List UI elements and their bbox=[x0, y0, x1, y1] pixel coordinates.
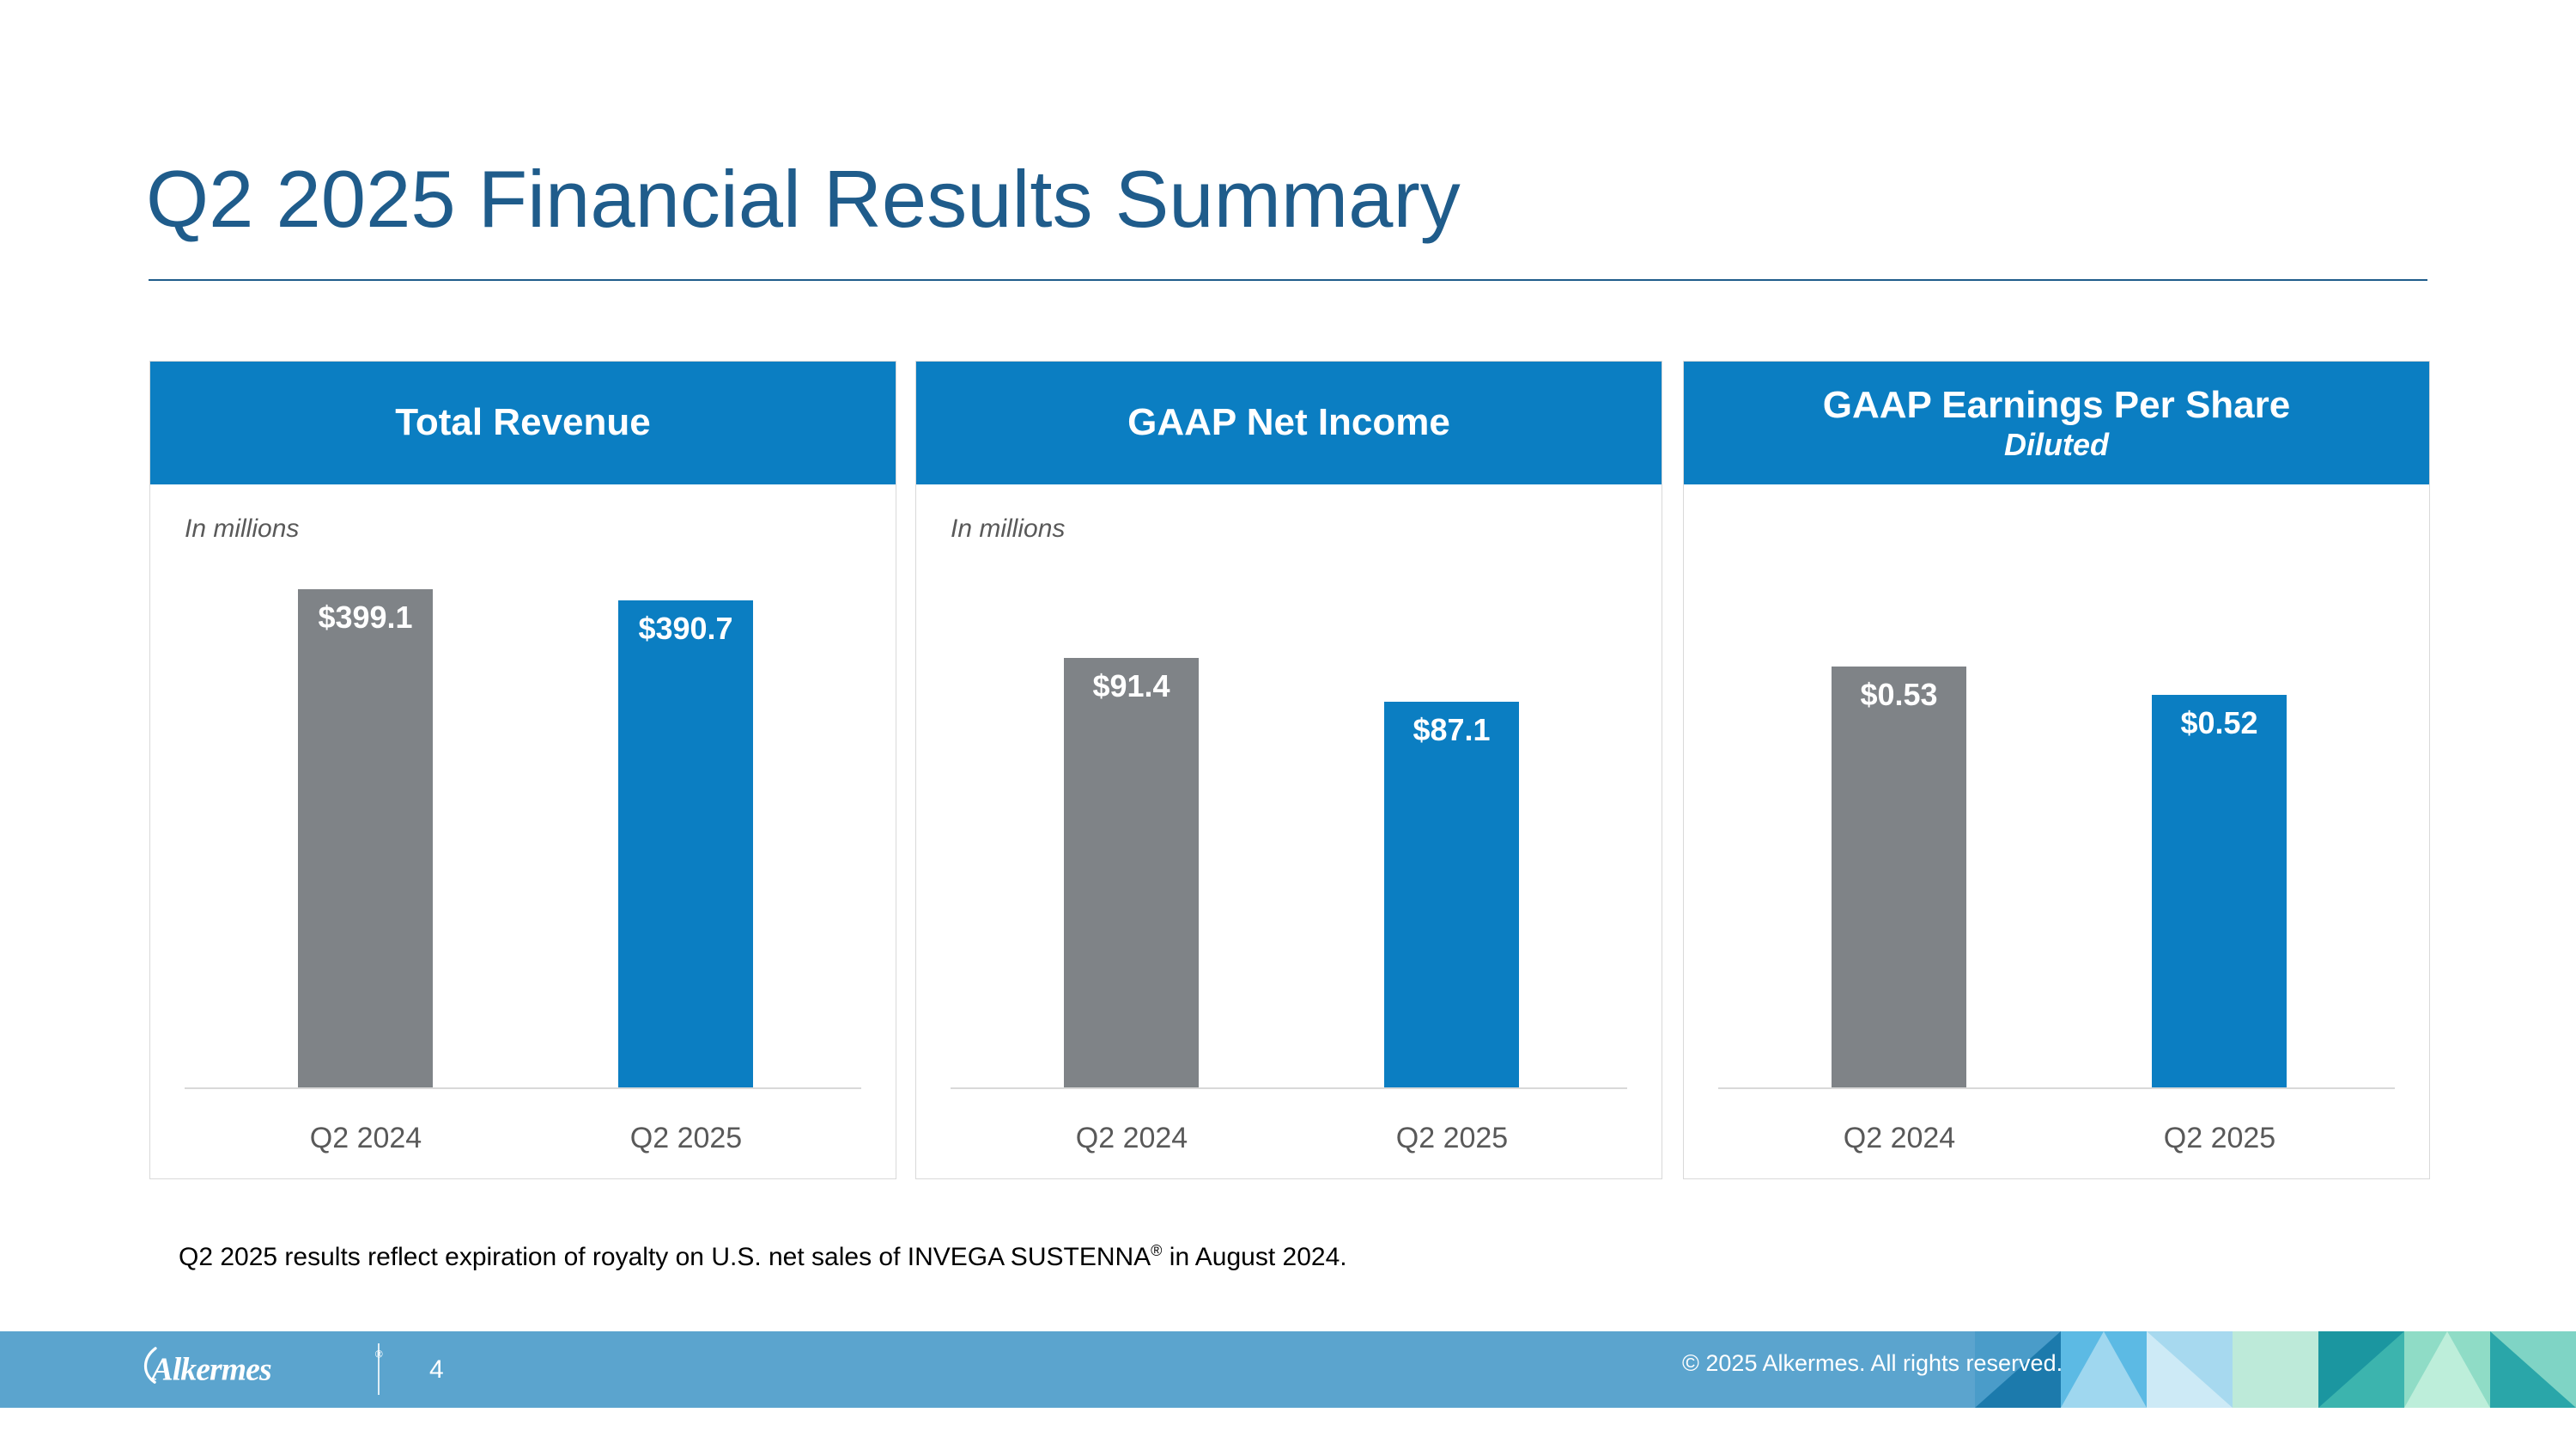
svg-text:Alkermes: Alkermes bbox=[150, 1352, 271, 1388]
